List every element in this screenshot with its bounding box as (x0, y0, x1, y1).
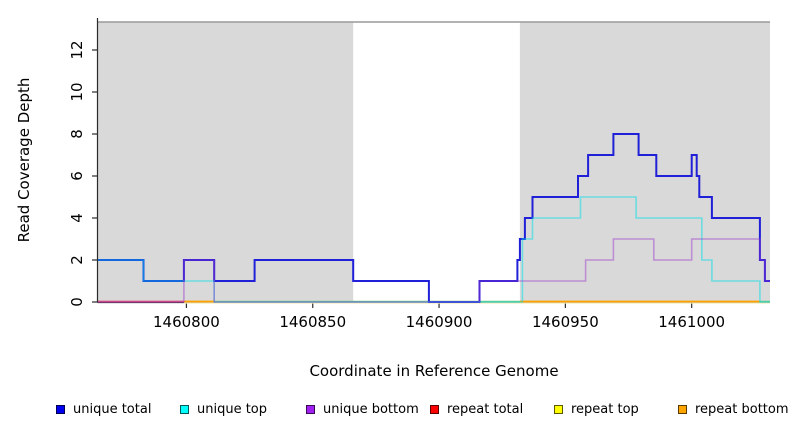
legend-swatch-icon (554, 404, 563, 414)
series-unique-total (98, 133, 770, 303)
legend-item-repeat-bottom: repeat bottom (678, 398, 789, 420)
legend: unique total unique top unique bottom repea… (0, 398, 792, 420)
legend-swatch-icon (56, 404, 65, 414)
legend-item-unique-top: unique top (180, 398, 267, 420)
x-tick-label: 1460800 (153, 313, 220, 331)
x-tick-label: 1460950 (532, 313, 599, 331)
legend-label: unique bottom (323, 401, 419, 417)
legend-label: repeat total (447, 401, 524, 417)
repeat-region-0 (98, 22, 354, 302)
legend-label: unique top (197, 401, 268, 417)
legend-swatch-icon (180, 404, 189, 414)
repeat-region-1 (519, 22, 770, 302)
legend-item-repeat-total: repeat total (430, 398, 523, 420)
series-unique-top (98, 196, 770, 303)
x-tick-label: 1460900 (406, 313, 473, 331)
legend-swatch-icon (306, 404, 315, 414)
legend-swatch-icon (678, 404, 687, 414)
x-tick-label: 1461000 (658, 313, 725, 331)
legend-item-unique-bottom: unique bottom (306, 398, 419, 420)
legend-label: repeat top (571, 401, 639, 417)
y-tick-label: 6 (68, 171, 86, 181)
legend-label: unique total (73, 401, 152, 417)
legend-item-unique-total: unique total (56, 398, 151, 420)
series-unique-bottom (98, 238, 770, 303)
y-axis-title: Read Coverage Depth (15, 77, 33, 243)
y-tick-label: 0 (68, 297, 86, 307)
x-tick-label: 1460850 (279, 313, 346, 331)
y-tick-label: 12 (68, 40, 86, 59)
legend-swatch-icon (430, 404, 439, 414)
y-tick-label: 2 (68, 255, 86, 265)
y-tick-label: 8 (68, 129, 86, 139)
legend-item-repeat-top: repeat top (554, 398, 639, 420)
legend-label: repeat bottom (695, 401, 789, 417)
y-tick-label: 10 (68, 82, 86, 101)
x-axis-title: Coordinate in Reference Genome (309, 362, 559, 380)
y-tick-label: 4 (68, 213, 86, 223)
